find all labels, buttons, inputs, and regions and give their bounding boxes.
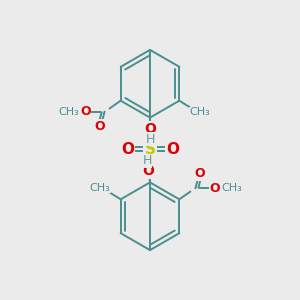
Text: O: O — [142, 164, 154, 178]
Text: S: S — [145, 142, 155, 158]
Text: O: O — [166, 142, 179, 157]
Text: CH₃: CH₃ — [221, 183, 242, 193]
Text: O: O — [144, 122, 156, 136]
Text: CH₃: CH₃ — [58, 107, 79, 117]
Text: O: O — [80, 105, 91, 119]
Text: CH₃: CH₃ — [190, 107, 210, 118]
Text: CH₃: CH₃ — [90, 182, 110, 193]
Text: O: O — [209, 182, 220, 195]
Text: O: O — [121, 142, 134, 157]
Text: O: O — [95, 119, 105, 133]
Text: H: H — [142, 154, 152, 167]
Text: O: O — [195, 167, 205, 181]
Text: H: H — [145, 133, 155, 146]
